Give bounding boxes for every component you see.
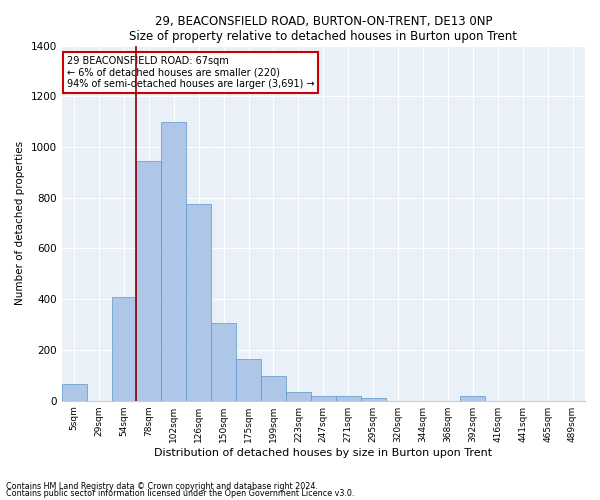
Bar	[161, 122, 186, 400]
Text: Contains public sector information licensed under the Open Government Licence v3: Contains public sector information licen…	[6, 489, 355, 498]
Bar	[460, 396, 485, 400]
Title: 29, BEACONSFIELD ROAD, BURTON-ON-TRENT, DE13 0NP
Size of property relative to de: 29, BEACONSFIELD ROAD, BURTON-ON-TRENT, …	[130, 15, 517, 43]
Y-axis label: Number of detached properties: Number of detached properties	[15, 141, 25, 305]
Bar	[186, 204, 211, 400]
Bar	[236, 360, 261, 401]
X-axis label: Distribution of detached houses by size in Burton upon Trent: Distribution of detached houses by size …	[154, 448, 493, 458]
Bar	[211, 324, 236, 400]
Text: Contains HM Land Registry data © Crown copyright and database right 2024.: Contains HM Land Registry data © Crown c…	[6, 482, 318, 491]
Bar	[361, 398, 386, 400]
Text: 29 BEACONSFIELD ROAD: 67sqm
← 6% of detached houses are smaller (220)
94% of sem: 29 BEACONSFIELD ROAD: 67sqm ← 6% of deta…	[67, 56, 314, 90]
Bar	[261, 376, 286, 400]
Bar	[62, 384, 86, 400]
Bar	[136, 161, 161, 400]
Bar	[286, 392, 311, 400]
Bar	[112, 296, 136, 401]
Bar	[311, 396, 336, 400]
Bar	[336, 396, 361, 400]
